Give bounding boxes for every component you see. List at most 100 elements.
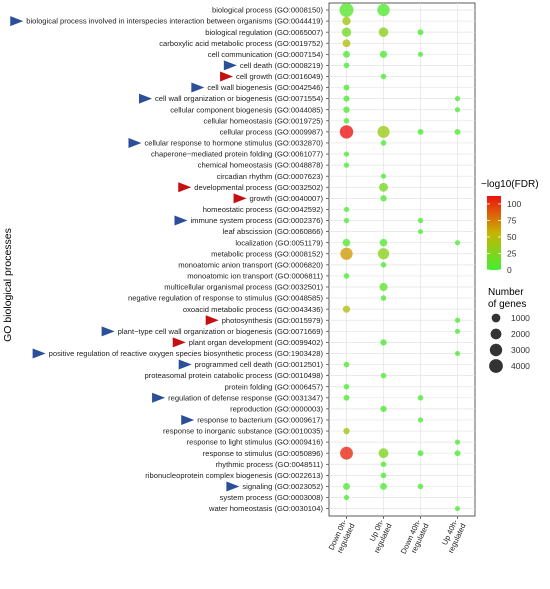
data-point bbox=[343, 118, 350, 124]
data-point bbox=[417, 417, 424, 423]
y-tick-label: immune system process (GO:0002376) bbox=[190, 216, 323, 225]
blue-arrow-marker bbox=[101, 326, 115, 337]
y-tick-label: rhythmic process (GO:0048511) bbox=[216, 460, 324, 469]
data-point bbox=[343, 106, 350, 113]
size-legend-circle bbox=[490, 328, 502, 340]
blue-arrow-marker bbox=[223, 60, 237, 71]
y-tick-label: cell wall organization or biogenesis (GO… bbox=[155, 94, 323, 103]
data-point bbox=[343, 162, 350, 168]
data-point bbox=[343, 394, 350, 401]
y-tick-label: cell wall biogenesis (GO:0042546) bbox=[207, 83, 323, 92]
y-tick-label: regulation of defense response (GO:00313… bbox=[168, 393, 323, 402]
y-tick-label: homeostatic process (GO:0042592) bbox=[203, 205, 324, 214]
size-legend-label: 3000 bbox=[511, 345, 530, 355]
y-tick-label: multicellular organismal process (GO:003… bbox=[164, 283, 323, 292]
data-point bbox=[454, 96, 461, 102]
y-tick-labels: biological process (GO:0008150) biologica… bbox=[26, 6, 329, 513]
data-point bbox=[380, 140, 387, 146]
y-tick-label: cell growth (GO:0016049) bbox=[236, 72, 323, 81]
y-tick-label: response to inorganic substance (GO:0010… bbox=[163, 427, 323, 436]
y-tick-label: reproduction (GO:0000003) bbox=[230, 404, 323, 413]
color-legend-label: 100 bbox=[507, 199, 521, 209]
y-tick-label: cellular process (GO:0009987) bbox=[220, 127, 324, 136]
size-legend-label: 1000 bbox=[511, 313, 530, 323]
data-point bbox=[417, 395, 424, 401]
red-arrow-marker bbox=[205, 315, 219, 326]
data-point bbox=[454, 240, 461, 246]
x-tick-label: Down 0h-regulated bbox=[327, 518, 357, 555]
x-tick-label: Up 0h-regulated bbox=[368, 518, 394, 555]
y-tick-label: monoatomic ion transport (GO:0006811) bbox=[187, 272, 323, 281]
color-legend-label: 50 bbox=[507, 232, 517, 242]
data-point bbox=[380, 262, 387, 268]
y-tick-label: cellular homeostasis (GO:0019725) bbox=[204, 116, 324, 125]
data-point bbox=[379, 238, 388, 247]
y-tick-label: protein folding (GO:0006457) bbox=[225, 382, 324, 391]
plot-panel bbox=[328, 2, 476, 517]
color-legend-bar bbox=[487, 196, 501, 270]
y-tick-label: response to stimulus (GO:0050896) bbox=[203, 449, 324, 458]
color-legend-label: 0 bbox=[507, 265, 512, 275]
data-point bbox=[380, 372, 387, 379]
data-point bbox=[379, 282, 388, 292]
y-tick-label: signaling (GO:0023052) bbox=[242, 482, 323, 491]
data-point bbox=[380, 295, 387, 301]
y-tick-label: response to light stimulus (GO:0009416) bbox=[187, 438, 324, 447]
y-tick-label: photosynthesis (GO:0015979) bbox=[222, 316, 324, 325]
data-point bbox=[343, 427, 350, 435]
data-point bbox=[343, 273, 350, 279]
data-point bbox=[380, 195, 387, 202]
data-point bbox=[343, 50, 350, 58]
y-tick-label: metabolic process (GO:0008152) bbox=[211, 249, 323, 258]
data-point bbox=[343, 151, 350, 157]
data-point bbox=[417, 217, 424, 224]
data-point bbox=[454, 506, 461, 512]
size-legend-label: 4000 bbox=[511, 361, 530, 371]
data-point bbox=[341, 27, 352, 37]
data-point bbox=[343, 217, 350, 224]
data-point bbox=[339, 125, 354, 139]
y-tick-label: programmed cell death (GO:0012501) bbox=[195, 360, 324, 369]
data-point bbox=[377, 248, 390, 260]
y-tick-label: chemical homeostasis (GO:0048878) bbox=[198, 161, 324, 170]
data-point bbox=[379, 182, 388, 192]
y-tick-label: leaf abscission (GO:0060866) bbox=[223, 227, 324, 236]
y-tick-label: chaperone−mediated protein folding (GO:0… bbox=[151, 150, 324, 159]
data-point bbox=[417, 29, 424, 36]
data-point bbox=[417, 128, 424, 135]
red-arrow-marker bbox=[172, 337, 186, 348]
blue-arrow-marker bbox=[128, 137, 142, 148]
y-tick-label: cellular component biogenesis (GO:004408… bbox=[170, 105, 323, 114]
data-point bbox=[380, 405, 387, 413]
data-point bbox=[380, 483, 387, 490]
size-legend-circle bbox=[491, 313, 501, 323]
size-legend-label: 2000 bbox=[511, 329, 530, 339]
data-point bbox=[380, 73, 387, 80]
red-arrow-marker bbox=[178, 182, 192, 193]
y-tick-label: growth (GO:0040007) bbox=[250, 194, 324, 203]
data-point bbox=[343, 483, 350, 490]
color-legend-label: 75 bbox=[507, 215, 517, 225]
y-tick-label: plant organ development (GO:0099402) bbox=[189, 338, 324, 347]
data-point bbox=[454, 128, 461, 135]
y-tick-label: developmental process (GO:0032502) bbox=[194, 183, 323, 192]
blue-arrow-marker bbox=[138, 93, 152, 104]
data-point bbox=[342, 238, 351, 247]
data-point bbox=[454, 439, 461, 445]
data-point bbox=[417, 450, 424, 457]
x-tick-label: Down 40h-regulated bbox=[399, 518, 431, 556]
color-legend-label: 25 bbox=[507, 248, 517, 258]
data-point bbox=[343, 206, 350, 213]
blue-arrow-marker bbox=[174, 215, 188, 226]
y-tick-label: system process (GO:0003008) bbox=[220, 493, 324, 502]
y-tick-label: localization (GO:0051179) bbox=[235, 238, 323, 247]
blue-arrow-marker bbox=[178, 359, 192, 370]
data-point bbox=[343, 494, 350, 501]
y-tick-label: cell death (GO:0008219) bbox=[240, 61, 324, 70]
data-point bbox=[343, 84, 350, 91]
y-tick-label: cellular response to hormone stimulus (G… bbox=[144, 139, 323, 148]
y-tick-label: water homeostasis (GO:0030104) bbox=[208, 504, 323, 513]
data-point bbox=[378, 27, 389, 37]
x-tick-label: Up 40h-regulated bbox=[440, 518, 468, 555]
